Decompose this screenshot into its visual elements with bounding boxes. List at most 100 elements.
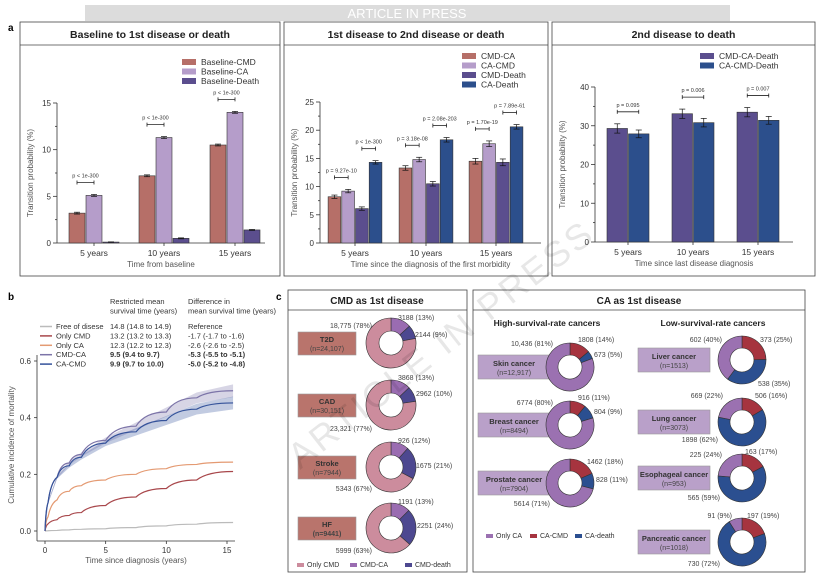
- p-value-label: p = 7.89e-61: [494, 104, 525, 110]
- cancer-name: Liver cancer: [652, 352, 696, 361]
- donut-slice: [717, 521, 767, 567]
- disease-name: T2D: [320, 335, 335, 344]
- y-tick-label: 15: [42, 99, 51, 108]
- cancer-label-box: [477, 354, 551, 380]
- slice-label: 669 (22%): [691, 393, 723, 400]
- cancer-count: (n=3073): [660, 425, 688, 432]
- p-value-label: p < 1e-300: [72, 173, 98, 179]
- group-title: Low-survival-rate cancers: [661, 318, 766, 328]
- donut-slice: [728, 517, 743, 533]
- legend-swatch: [462, 62, 476, 69]
- bar: [341, 190, 355, 244]
- panel-frame: [287, 289, 468, 573]
- group-title: High-survival-rate cancers: [494, 318, 601, 328]
- slice-label: 1898 (62%): [682, 437, 718, 444]
- y-tick-label: 10: [42, 146, 51, 155]
- p-value-label: p = 2.08e-203: [423, 117, 457, 123]
- disease-name: CAD: [319, 397, 336, 406]
- disease-name: HF: [322, 520, 332, 529]
- legend-swatch: [700, 53, 714, 59]
- confidence-band: [45, 396, 234, 533]
- slice-label: 3868 (13%): [398, 375, 434, 382]
- donut-slice: [545, 458, 594, 508]
- slice-label: 926 (12%): [398, 438, 430, 445]
- bar: [628, 133, 650, 243]
- legend-label: Only CA: [56, 341, 84, 350]
- p-value-label: p = 9.27e-10: [326, 168, 357, 174]
- table-header: survival time (years): [110, 307, 178, 316]
- slice-label: 828 (11%): [596, 477, 628, 484]
- y-tick-label: 0.4: [20, 414, 32, 423]
- rmst-value: 9.9 (9.7 to 10.0): [110, 360, 164, 369]
- rmst-difference: -1.7 (-1.7 to -1.6): [188, 331, 245, 340]
- p-value-label: p < 1e-300: [355, 140, 381, 146]
- p-value-label: p = 0.006: [681, 88, 704, 94]
- cancer-label-box: [637, 409, 711, 435]
- bar: [68, 212, 86, 244]
- donut-slice: [717, 466, 767, 503]
- donut-slice: [717, 409, 767, 447]
- bar: [355, 208, 369, 244]
- cancer-label-box: [637, 465, 711, 491]
- slice-label: 2962 (10%): [416, 391, 452, 398]
- y-axis-label: Transition probability (%): [558, 120, 567, 209]
- x-axis-label: Time from baseline: [127, 260, 195, 269]
- bar: [439, 139, 454, 244]
- slice-label: 10,436 (81%): [511, 341, 553, 348]
- y-axis-label: Transition probability (%): [26, 129, 35, 218]
- slice-label: 538 (35%): [758, 381, 790, 388]
- donut-slice: [718, 397, 743, 420]
- legend-swatch: [462, 72, 476, 78]
- slice-label: 916 (11%): [578, 395, 610, 402]
- curve-free-of-disese: [44, 521, 234, 532]
- slice-label: 5614 (71%): [514, 501, 550, 508]
- legend-swatch: [462, 53, 476, 59]
- legend-label: CMD-CA-Death: [719, 51, 779, 61]
- donut-slice: [545, 400, 595, 450]
- x-tick-label: 15 years: [480, 248, 513, 258]
- x-axis-label: Time since the diagnosis of the first mo…: [351, 260, 511, 269]
- legend-label: Baseline-CA: [201, 67, 249, 77]
- table-header: Difference in: [188, 297, 230, 306]
- x-tick-label: 10 years: [410, 248, 443, 258]
- bar: [509, 126, 524, 244]
- legend-label: CA-CMD-Death: [719, 61, 779, 71]
- y-tick-label: 40: [580, 83, 589, 92]
- bar: [412, 159, 426, 244]
- donut-slice: [365, 379, 417, 431]
- legend-label: Baseline-CMD: [201, 57, 256, 67]
- slice-label: 23,321 (77%): [330, 426, 372, 433]
- cancer-label-box: [477, 412, 551, 438]
- p-value-label: p < 1e-300: [213, 90, 239, 96]
- legend-label: CA-death: [585, 533, 615, 540]
- slice-label: 225 (24%): [690, 452, 722, 459]
- legend-swatch: [530, 534, 537, 538]
- slice-label: 18,775 (78%): [330, 323, 372, 330]
- slice-label: 163 (17%): [745, 449, 777, 456]
- legend-swatch: [700, 62, 714, 69]
- x-tick-label: 10 years: [148, 248, 181, 258]
- panel-label-a: a: [8, 23, 14, 34]
- rmst-value: 12.3 (12.2 to 12.3): [110, 341, 172, 350]
- slice-label: 1675 (21%): [416, 463, 452, 470]
- rmst-difference: -5.0 (-5.2 to -4.8): [188, 360, 246, 369]
- bar: [693, 122, 715, 243]
- curve-only-cmd: [44, 470, 234, 532]
- donut-slice: [365, 317, 417, 369]
- panel-frame: [551, 21, 816, 277]
- bar: [468, 160, 483, 244]
- bar: [368, 162, 383, 244]
- legend-swatch: [182, 78, 196, 84]
- slice-label: 91 (9%): [707, 513, 732, 520]
- legend-label: CMD-CA: [360, 562, 388, 569]
- slice-label: 565 (59%): [688, 495, 720, 502]
- slice-label: 373 (25%): [760, 337, 792, 344]
- slice-label: 6774 (80%): [517, 400, 553, 407]
- legend-label: CA-CMD: [540, 533, 568, 540]
- table-header: Restricted mean: [110, 297, 165, 306]
- curve-only-ca: [44, 461, 234, 532]
- x-tick-label: 15 years: [742, 247, 775, 257]
- y-tick-label: 0.0: [20, 527, 32, 536]
- y-tick-label: 10: [305, 183, 314, 192]
